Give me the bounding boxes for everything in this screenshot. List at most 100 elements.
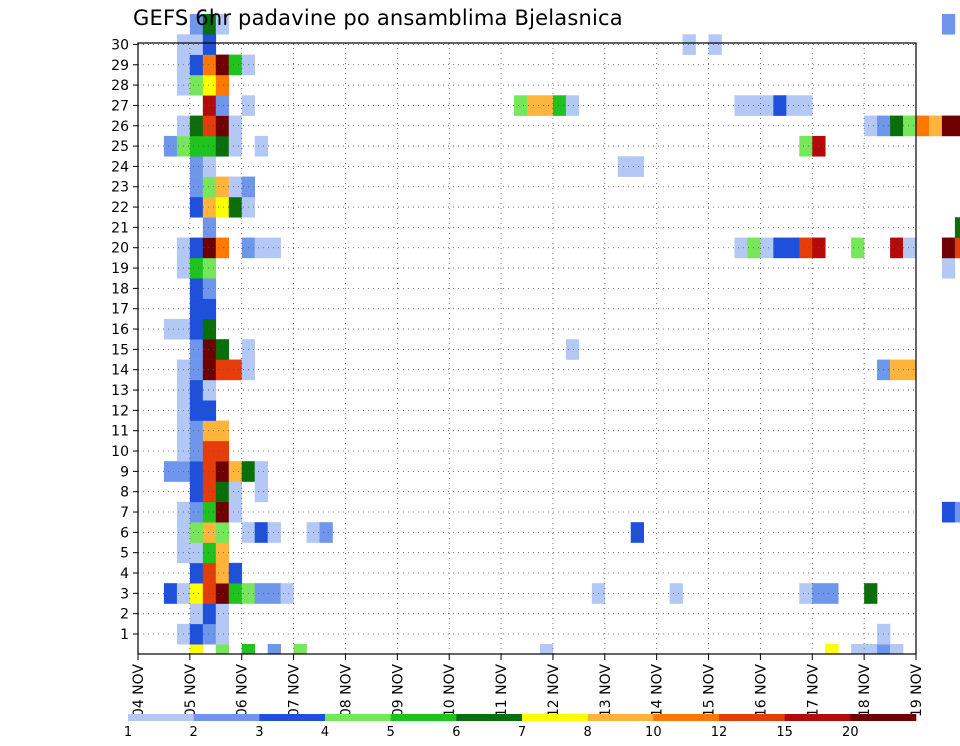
x-tick-label: 10 NOV (442, 664, 458, 718)
heatmap-cell (215, 542, 230, 564)
heatmap-cell (189, 298, 204, 320)
heatmap-cell (799, 135, 813, 157)
heatmap-cell (202, 603, 217, 625)
x-tick-label: 16 NOV (753, 664, 769, 718)
heatmap-cell (215, 583, 230, 604)
y-tick-label: 5 (120, 546, 129, 562)
x-tick-label: 18 NOV (857, 664, 873, 718)
heatmap-cell (254, 522, 268, 543)
heatmap-cell (202, 54, 217, 76)
heatmap-cell (773, 95, 787, 116)
heatmap-cell (215, 481, 230, 503)
heatmap-cell (163, 461, 178, 482)
heatmap-cell (189, 440, 204, 462)
legend-label: 7 (518, 725, 526, 740)
heatmap-cell (215, 420, 230, 442)
legend-swatch (325, 714, 391, 721)
heatmap-cell (163, 135, 178, 157)
heatmap-cell (734, 95, 748, 116)
y-tick-label: 7 (120, 505, 129, 521)
heatmap-cell (916, 115, 930, 137)
y-tick-label: 3 (120, 586, 129, 602)
heatmap-cell (851, 237, 865, 259)
y-tick-label: 19 (111, 261, 129, 277)
heatmap-cell (189, 644, 204, 655)
heatmap-cell (851, 644, 865, 655)
heatmap-cell (228, 196, 243, 218)
heatmap-cell (215, 339, 230, 360)
heatmap-cell (202, 461, 217, 482)
heatmap-cell (799, 95, 813, 116)
heatmap-cell (760, 95, 774, 116)
x-tick-label: 15 NOV (702, 664, 718, 718)
y-tick-label: 14 (111, 363, 129, 379)
legend-swatch (653, 714, 720, 721)
y-tick-label: 2 (120, 607, 129, 623)
legend-swatch (456, 714, 523, 721)
heatmap-cell (215, 74, 230, 96)
y-tick-label: 26 (111, 119, 129, 135)
legend-label: 2 (190, 725, 198, 740)
heatmap-cell (864, 115, 878, 137)
heatmap-cell (189, 542, 204, 564)
y-tick-label: 11 (111, 424, 129, 440)
heatmap-cell (228, 562, 243, 584)
heatmap-cell (228, 54, 243, 76)
x-tick-label: 07 NOV (287, 664, 303, 718)
heatmap-cell (903, 237, 917, 259)
heatmap-cell (760, 237, 774, 259)
heatmap-cell (163, 318, 178, 340)
heatmap-cell (189, 237, 204, 259)
heatmap-cell (954, 115, 960, 137)
heatmap-cell (202, 440, 217, 462)
heatmap-cell (202, 156, 217, 177)
heatmap-cell (293, 644, 307, 655)
heatmap-cell (189, 359, 204, 381)
heatmap-cell (215, 440, 230, 462)
heatmap-cell (799, 237, 813, 259)
heatmap-cell (202, 339, 217, 360)
y-tick-label: 15 (111, 342, 129, 358)
y-tick-label: 20 (111, 241, 129, 257)
x-tick-label: 12 NOV (546, 664, 562, 718)
heatmap-cell (215, 562, 230, 584)
heatmap-cell (565, 339, 580, 360)
heatmap-cell (215, 603, 230, 625)
heatmap-cell (215, 54, 230, 76)
x-tick-label: 14 NOV (650, 664, 666, 718)
heatmap-cell (254, 461, 268, 482)
legend-swatch (522, 714, 588, 721)
heatmap-cell (189, 115, 204, 137)
heatmap-cell (202, 135, 217, 157)
legend-swatch (193, 714, 260, 721)
heatmap-cell (189, 34, 204, 55)
y-tick-label: 8 (120, 485, 129, 501)
heatmap-cell (202, 420, 217, 442)
heatmap-cell (539, 95, 554, 116)
heatmap-cell (189, 135, 204, 157)
heatmap-cell (928, 115, 943, 137)
heatmap-cell (734, 237, 748, 259)
heatmap-cell (189, 196, 204, 218)
heatmap-cell (202, 400, 217, 421)
heatmap-cell (254, 237, 268, 259)
heatmap-cell (189, 522, 204, 543)
heatmap-cell (228, 501, 243, 523)
heatmap-cell (254, 583, 268, 604)
x-tick-label: 13 NOV (598, 664, 614, 718)
heatmap-cell (202, 298, 217, 320)
heatmap-cell (267, 522, 281, 543)
y-tick-label: 21 (111, 220, 129, 236)
y-tick-label: 16 (111, 322, 129, 338)
heatmap-cell (189, 501, 204, 523)
heatmap-cell (280, 583, 294, 604)
heatmap-cell (228, 176, 243, 198)
heatmap-cell (189, 420, 204, 442)
heatmap-cell (539, 644, 554, 655)
heatmap-cell (228, 135, 243, 157)
heatmap-cell (215, 135, 230, 157)
heatmap-cell (215, 95, 230, 116)
heatmap-cell (228, 461, 243, 482)
